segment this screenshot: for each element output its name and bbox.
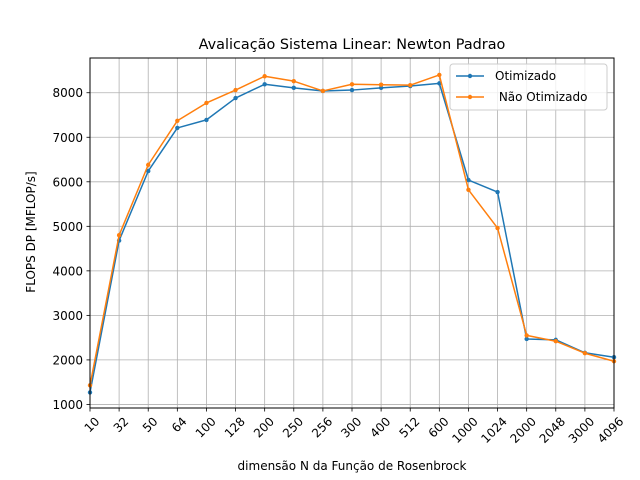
data-point [291,78,296,84]
y-tick-label: 1000 [52,398,83,412]
data-point [116,233,122,238]
y-tick-label: 4000 [52,264,83,278]
y-tick-label: 6000 [52,175,83,189]
data-point [495,189,500,195]
data-point [378,82,384,87]
data-point [524,333,529,338]
data-point [233,95,238,101]
data-point [349,82,355,87]
data-point [408,82,413,88]
legend-marker-otimizado [467,73,473,79]
legend-label-otimizado: Otimizado [495,69,556,83]
data-point [175,118,180,123]
data-point [204,100,209,106]
data-point [466,187,471,193]
data-point [437,72,442,78]
legend-box [449,63,608,111]
y-tick-label: 8000 [52,86,83,100]
data-point [233,87,238,93]
data-point [378,85,384,91]
data-point [553,339,558,344]
chart-title: Avalicação Sistema Linear: Newton Padrao [199,37,506,53]
data-point [204,117,209,123]
series-lines [87,72,617,395]
legend: Otimizado Não Otimizado [449,63,608,111]
data-point [320,88,326,94]
y-tick-label: 2000 [52,353,83,367]
y-tick-label: 3000 [52,309,83,323]
data-point [466,177,471,183]
data-point [146,162,151,168]
legend-marker-nao-otimizado [467,94,473,100]
data-point [262,74,267,79]
y-tick-label: 5000 [52,220,83,234]
data-point [349,87,355,93]
y-axis-label: FLOPS DP [MFLOP/s] [24,171,38,292]
data-point [175,125,180,131]
y-axis-ticks: 1000 2000 3000 4000 5000 6000 7000 8000 [52,86,90,412]
grid-lines [89,58,615,408]
y-tick-label: 7000 [52,131,83,145]
data-point [524,336,529,342]
data-point [291,85,296,91]
data-point [146,168,151,174]
legend-label-nao-otimizado: Não Otimizado [495,90,587,104]
data-point [262,82,267,87]
data-point [495,225,500,231]
data-point [582,351,588,356]
x-axis-label: dimensão N da Função de Rosenbrock [238,459,467,473]
